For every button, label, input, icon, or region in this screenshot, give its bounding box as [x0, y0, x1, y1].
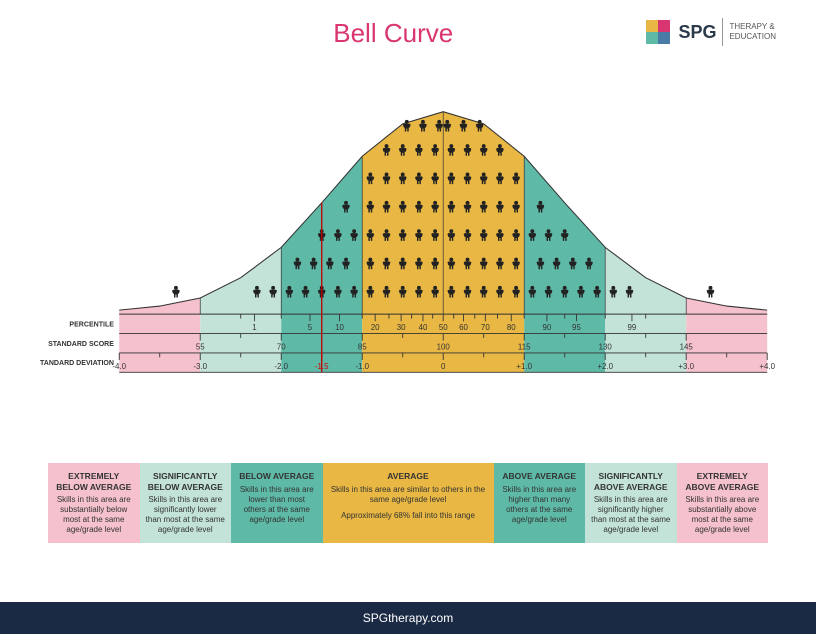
legend-box: AVERAGE Skills in this area are similar t… — [323, 463, 494, 543]
legend-box: SIGNIFICANTLY ABOVE AVERAGE Skills in thi… — [585, 463, 677, 543]
logo-mark — [646, 20, 670, 44]
svg-text:1: 1 — [252, 323, 257, 332]
legend-desc: Skills in this area are significantly lo… — [146, 495, 226, 535]
svg-text:-2.0: -2.0 — [274, 362, 288, 371]
legend-desc2: Approximately 68% fall into this range — [329, 511, 488, 521]
svg-text:95: 95 — [572, 323, 581, 332]
svg-text:-1.0: -1.0 — [355, 362, 369, 371]
legend-title: ABOVE AVERAGE — [500, 471, 580, 482]
svg-text:99: 99 — [628, 323, 637, 332]
svg-text:70: 70 — [481, 323, 490, 332]
svg-text:+3.0: +3.0 — [678, 362, 694, 371]
logo-sub: THERAPY &EDUCATION — [729, 22, 776, 41]
legend-title: BELOW AVERAGE — [237, 471, 317, 482]
svg-text:80: 80 — [507, 323, 516, 332]
svg-text:5: 5 — [308, 323, 313, 332]
legend-desc: Skills in this area are lower than most … — [237, 485, 317, 525]
svg-text:10: 10 — [335, 323, 344, 332]
logo: SPG THERAPY &EDUCATION — [646, 18, 776, 46]
svg-text:70: 70 — [277, 342, 286, 351]
svg-text:100: 100 — [437, 342, 451, 351]
legend-box: EXTREMELY ABOVE AVERAGE Skills in this ar… — [677, 463, 769, 543]
legend-title: SIGNIFICANTLY BELOW AVERAGE — [146, 471, 226, 492]
legend-desc: Skills in this area are higher than many… — [500, 485, 580, 525]
legend-desc: Skills in this area are substantially ab… — [683, 495, 763, 535]
svg-text:+2.0: +2.0 — [597, 362, 613, 371]
svg-text:90: 90 — [542, 323, 551, 332]
svg-text:+1.0: +1.0 — [516, 362, 532, 371]
legend-box: EXTREMELY BELOW AVERAGE Skills in this ar… — [48, 463, 140, 543]
bell-curve-chart: PERCENTILE 1 5 10 20 30 40 50 60 70 80 90 95 99 STANDA… — [40, 79, 776, 449]
header: Bell Curve SPG THERAPY &EDUCATION — [0, 0, 816, 49]
legend-box: ABOVE AVERAGE Skills in this area are hig… — [494, 463, 586, 543]
legend-title: SIGNIFICANTLY ABOVE AVERAGE — [591, 471, 671, 492]
legend-desc: Skills in this area are substantially be… — [54, 495, 134, 535]
svg-text:55: 55 — [196, 342, 205, 351]
svg-text:-3.0: -3.0 — [193, 362, 207, 371]
svg-text:STANDARD SCORE: STANDARD SCORE — [48, 341, 114, 348]
legend-box: SIGNIFICANTLY BELOW AVERAGE Skills in thi… — [140, 463, 232, 543]
svg-text:+4.0: +4.0 — [759, 362, 775, 371]
svg-text:40: 40 — [419, 323, 428, 332]
svg-text:20: 20 — [371, 323, 380, 332]
svg-text:50: 50 — [439, 323, 448, 332]
svg-text:145: 145 — [680, 342, 694, 351]
legend-box: BELOW AVERAGE Skills in this area are low… — [231, 463, 323, 543]
logo-spg: SPG — [678, 22, 716, 43]
legend-desc: Skills in this area are significantly hi… — [591, 495, 671, 535]
legend-title: EXTREMELY ABOVE AVERAGE — [683, 471, 763, 492]
svg-text:-4.0: -4.0 — [112, 362, 126, 371]
legend-title: EXTREMELY BELOW AVERAGE — [54, 471, 134, 492]
page-title: Bell Curve — [140, 18, 646, 49]
legend-desc: Skills in this area are similar to other… — [329, 485, 488, 505]
svg-text:115: 115 — [518, 342, 531, 351]
svg-text:PERCENTILE: PERCENTILE — [69, 322, 114, 329]
legend: EXTREMELY BELOW AVERAGE Skills in this ar… — [48, 463, 768, 543]
legend-title: AVERAGE — [329, 471, 488, 482]
svg-text:85: 85 — [358, 342, 367, 351]
svg-text:0: 0 — [441, 362, 446, 371]
footer: SPGtherapy.com — [0, 602, 816, 634]
svg-text:30: 30 — [397, 323, 406, 332]
svg-text:60: 60 — [459, 323, 468, 332]
svg-text:130: 130 — [599, 342, 613, 351]
svg-text:STANDARD DEVIATION: STANDARD DEVIATION — [40, 360, 114, 367]
